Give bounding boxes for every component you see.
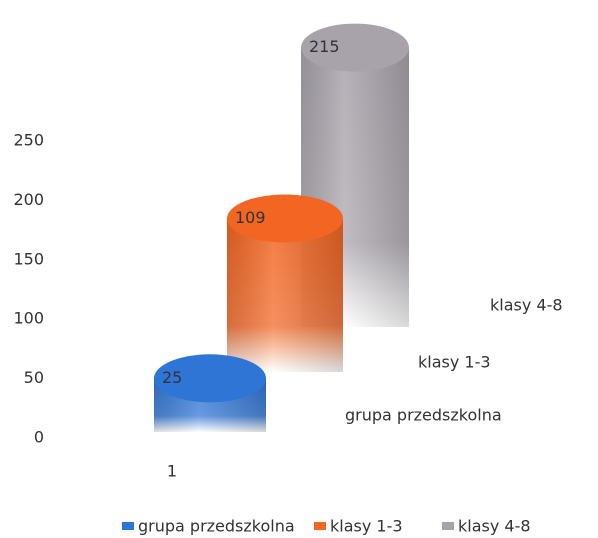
legend-swatch — [122, 522, 134, 530]
legend-swatch — [314, 522, 326, 530]
y-tick-label: 100 — [13, 309, 44, 328]
legend-label: klasy 1-3 — [330, 517, 403, 536]
legend-label: grupa przedszkolna — [138, 517, 295, 536]
y-tick-label: 50 — [24, 368, 44, 387]
depth-label: klasy 4-8 — [490, 296, 563, 315]
cylinder — [227, 194, 343, 372]
cylinder-top — [227, 194, 343, 243]
legend-label: klasy 4-8 — [458, 517, 531, 536]
data-label: 25 — [162, 368, 182, 387]
y-tick-label: 250 — [13, 131, 44, 150]
data-label: 215 — [309, 37, 340, 56]
cylinder-shade — [227, 218, 343, 372]
depth-label: grupa przedszkolna — [345, 406, 502, 425]
y-tick-label: 200 — [13, 190, 44, 209]
depth-label: klasy 1-3 — [418, 353, 491, 372]
cylinder-top — [301, 23, 409, 72]
data-label: 109 — [235, 208, 266, 227]
x-tick-label: 1 — [167, 462, 177, 481]
y-tick-label: 150 — [13, 249, 44, 268]
y-tick-label: 0 — [34, 428, 44, 447]
cylinder-top — [154, 354, 266, 403]
cylinder — [154, 354, 266, 432]
legend-swatch — [442, 522, 454, 530]
